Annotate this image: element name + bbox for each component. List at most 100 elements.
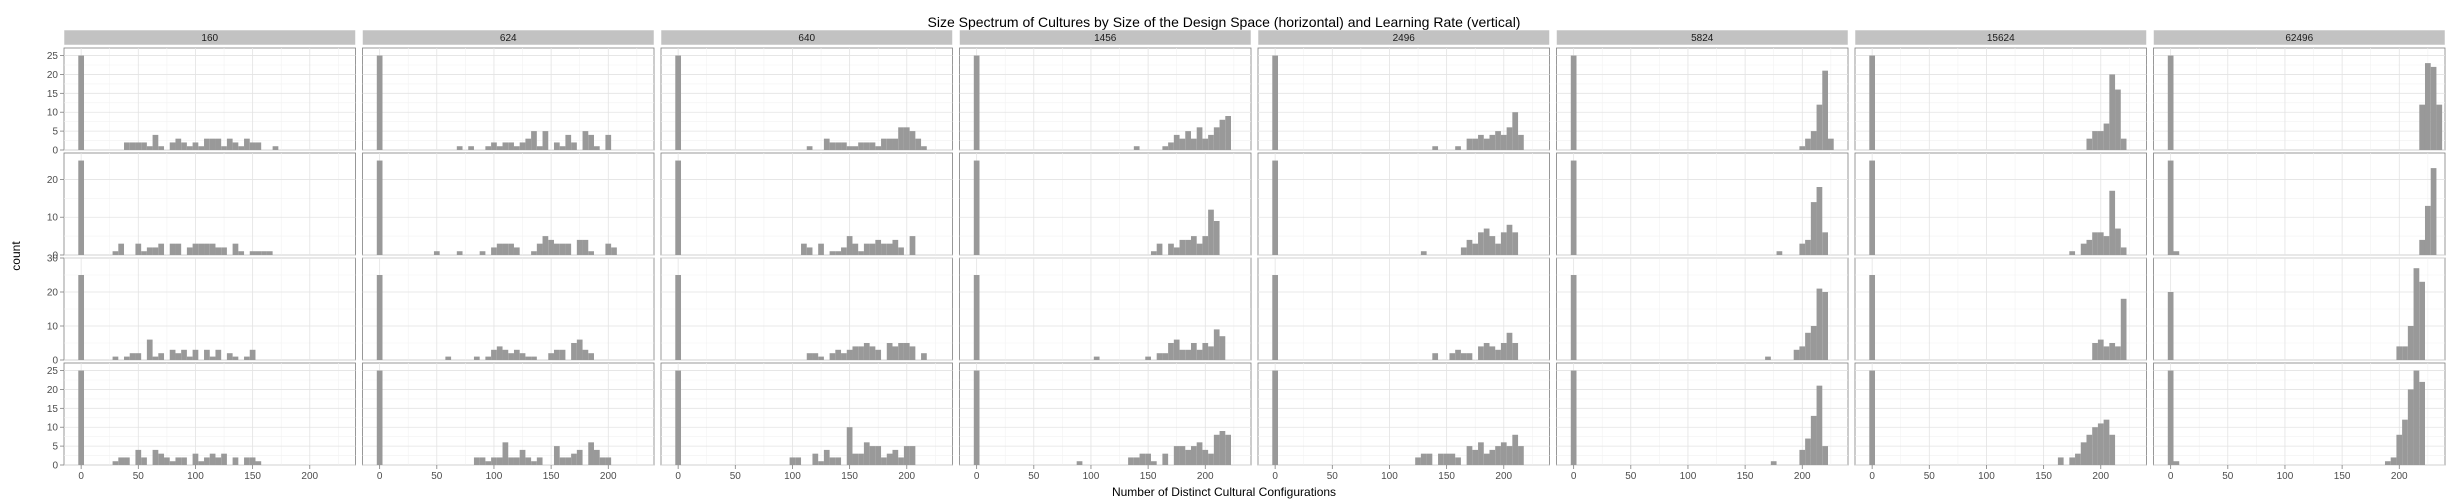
- histogram-bar-r1-c3-1: [675, 55, 682, 150]
- x-tick-label-c8-2: 50: [2222, 471, 2234, 482]
- histogram-bar-r3-c3-14: [886, 343, 893, 360]
- histogram-bar-r3-c5-2: [1432, 353, 1439, 360]
- histogram-bar-r4-c1-9: [164, 457, 170, 465]
- histogram-bar-r1-c2-22: [605, 134, 612, 150]
- y-tick-label-r4-1: 0: [52, 461, 58, 472]
- column-strip-5: [1257, 29, 1550, 46]
- histogram-bar-r3-c2-19: [588, 353, 594, 360]
- histogram-bar-r1-c4-4: [1168, 142, 1174, 150]
- y-axis-title: count: [9, 241, 23, 271]
- histogram-bar-r3-c3-2: [806, 353, 813, 360]
- histogram-bar-r3-c3-6: [835, 349, 842, 360]
- histogram-bar-r1-c1-8: [158, 146, 165, 150]
- histogram-bar-r3-c8-5: [2413, 268, 2420, 360]
- histogram-bar-r2-c2-17: [576, 239, 583, 255]
- y-tick-label-r4-6: 25: [47, 366, 59, 377]
- histogram-bar-r3-c2-18: [582, 349, 589, 360]
- histogram-bar-r2-c1-8: [158, 243, 165, 255]
- histogram-bar-r1-c4-3: [1162, 146, 1169, 150]
- histogram-bar-r3-c2-9: [513, 349, 520, 360]
- histogram-bar-r4-c2-13: [536, 457, 543, 465]
- histogram-bar-r2-c7-9: [2115, 228, 2121, 255]
- histogram-bar-r2-c2-10: [531, 251, 537, 255]
- histogram-bar-r4-c4-14: [1202, 449, 1209, 465]
- histogram-bar-r4-c3-10: [852, 453, 859, 465]
- histogram-bar-r1-c1-22: [244, 138, 250, 150]
- histogram-bar-r2-c4-10: [1202, 236, 1209, 255]
- x-tick-label-c7-3: 100: [1978, 471, 1995, 482]
- histogram-bar-r3-c6-3: [1793, 349, 1800, 360]
- histogram-bar-r4-c5-14: [1495, 446, 1501, 465]
- histogram-bar-r3-c6-8: [1822, 292, 1828, 360]
- histogram-bar-r2-c5-1: [1272, 160, 1279, 255]
- histogram-bar-r4-c4-5: [1139, 453, 1146, 465]
- histogram-bar-r3-c4-14: [1213, 329, 1220, 360]
- histogram-bar-r3-c5-7: [1478, 346, 1484, 360]
- column-strip-8: [2153, 29, 2446, 46]
- histogram-bar-r3-c3-11: [863, 343, 870, 360]
- panel-r2-c3: [660, 152, 953, 256]
- histogram-bar-r2-c1-15: [209, 243, 216, 255]
- histogram-bar-r2-c5-12: [1512, 232, 1519, 255]
- histogram-bar-r1-c3-6: [841, 142, 847, 150]
- histogram-bar-r4-c4-8: [1162, 453, 1169, 465]
- x-tick-label-c6-1: 0: [1571, 471, 1577, 482]
- histogram-bar-r2-c3-17: [898, 247, 904, 255]
- histogram-bar-r2-c2-4: [479, 251, 486, 255]
- histogram-bar-r4-c4-18: [1225, 434, 1231, 465]
- histogram-bar-r3-c6-7: [1816, 288, 1823, 360]
- histogram-bar-r3-c4-6: [1168, 343, 1174, 360]
- histogram-bar-r1-c8-1: [2167, 55, 2174, 150]
- histogram-bar-r3-c6-2: [1765, 356, 1771, 360]
- histogram-bar-r4-c6-3: [1799, 449, 1806, 465]
- histogram-bar-r3-c5-11: [1500, 343, 1507, 360]
- histogram-bar-r2-c8-5: [2430, 168, 2437, 255]
- y-tick-label-r1-6: 25: [47, 51, 59, 62]
- histogram-bar-r3-c3-16: [898, 343, 904, 360]
- histogram-bar-r3-c4-15: [1219, 336, 1226, 360]
- histogram-bar-r1-c7-1: [1869, 55, 1876, 150]
- histogram-bar-r2-c4-7: [1185, 239, 1191, 255]
- histogram-bar-r2-c4-12: [1213, 221, 1220, 255]
- histogram-bar-r1-c4-5: [1173, 134, 1180, 150]
- x-tick-label-c4-5: 200: [1197, 471, 1214, 482]
- histogram-bar-r2-c1-12: [192, 243, 199, 255]
- histogram-bar-r4-c1-20: [244, 457, 250, 465]
- histogram-bar-r1-c3-2: [806, 146, 813, 150]
- x-tick-label-c4-2: 50: [1028, 471, 1040, 482]
- histogram-bar-r1-c4-10: [1202, 138, 1209, 150]
- histogram-bar-r2-c2-19: [588, 251, 594, 255]
- histogram-bar-r4-c8-1: [2167, 370, 2174, 465]
- histogram-bar-r4-c8-6: [2402, 419, 2408, 465]
- histogram-bar-r4-c4-17: [1219, 431, 1226, 465]
- histogram-bar-r3-c3-5: [829, 353, 836, 360]
- column-strip-label-2: 624: [500, 33, 517, 44]
- histogram-bar-r2-c1-4: [135, 243, 142, 255]
- histogram-bar-r4-c7-1: [1869, 370, 1876, 465]
- histogram-bar-r1-c1-6: [146, 146, 153, 150]
- y-tick-label-r2-2: 10: [47, 213, 59, 224]
- histogram-bar-r4-c2-9: [513, 457, 520, 465]
- histogram-bar-r2-c2-20: [605, 243, 612, 255]
- histogram-bar-r1-c3-3: [823, 138, 830, 150]
- histogram-bar-r1-c2-13: [536, 146, 543, 150]
- histogram-bar-r2-c4-8: [1190, 236, 1197, 255]
- histogram-bar-r3-c3-19: [921, 353, 927, 360]
- histogram-bar-r4-c1-7: [152, 449, 159, 465]
- x-tick-label-c6-4: 150: [1737, 471, 1754, 482]
- histogram-bar-r1-c5-1: [1272, 55, 1279, 150]
- histogram-bar-r4-c8-5: [2396, 434, 2403, 465]
- histogram-bar-r3-c2-4: [485, 356, 492, 360]
- histogram-bar-r1-c5-12: [1512, 112, 1519, 150]
- histogram-bar-r4-c4-7: [1150, 461, 1157, 465]
- histogram-bar-r2-c3-11: [863, 243, 870, 255]
- histogram-bar-r4-c6-1: [1570, 370, 1577, 465]
- y-tick-label-r4-2: 5: [52, 442, 58, 453]
- histogram-bar-r2-c2-18: [582, 239, 589, 255]
- histogram-bar-r4-c2-22: [605, 457, 612, 465]
- histogram-bar-r1-c6-7: [1827, 138, 1834, 150]
- histogram-bar-r4-c2-6: [496, 457, 503, 465]
- histogram-bar-r3-c3-7: [841, 353, 847, 360]
- histogram-bar-r3-c1-17: [226, 353, 233, 360]
- panel-r4-c4: [959, 362, 1252, 466]
